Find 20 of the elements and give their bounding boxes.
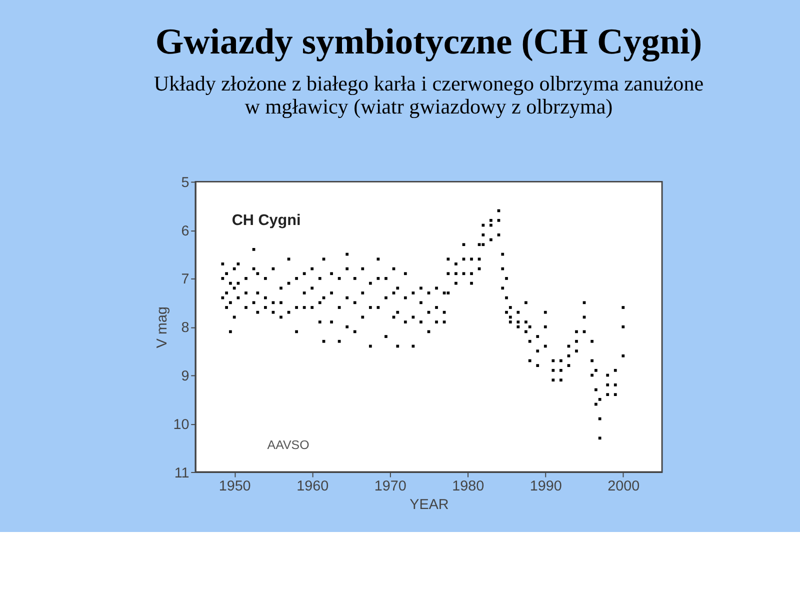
x-tick-label: 1970	[374, 478, 406, 495]
text: w mgławicy (wiatr gwiazdowy z olbrzyma)	[244, 94, 613, 119]
x-tick-label: 1960	[296, 478, 329, 495]
y-tick-label: 10	[173, 416, 190, 433]
x-axis-title: YEAR	[410, 496, 449, 513]
x-tick-label: 1950	[218, 478, 251, 495]
y-tick-label: 9	[181, 368, 190, 384]
y-tick-label: 11	[174, 465, 190, 482]
chart-title: Gwiazdy symbiotyczne (CH Cygni)	[155, 21, 702, 62]
y-tick-label: 8	[181, 320, 190, 336]
text: Układy złożone z białego karła i czerwonego olbrzyma zanużone	[154, 72, 704, 96]
x-tick-label: 1990	[530, 478, 562, 495]
y-tick-label: 5	[181, 174, 190, 191]
x-tick-label: 1980	[452, 478, 484, 495]
y-axis-title: V mag	[154, 306, 171, 348]
y-tick-label: 7	[181, 272, 190, 288]
annotation: AAVSO	[267, 438, 310, 452]
annotation: CH Cygni	[232, 212, 301, 229]
x-tick-label: 2000	[608, 478, 640, 495]
y-tick-label: 6	[181, 223, 190, 240]
